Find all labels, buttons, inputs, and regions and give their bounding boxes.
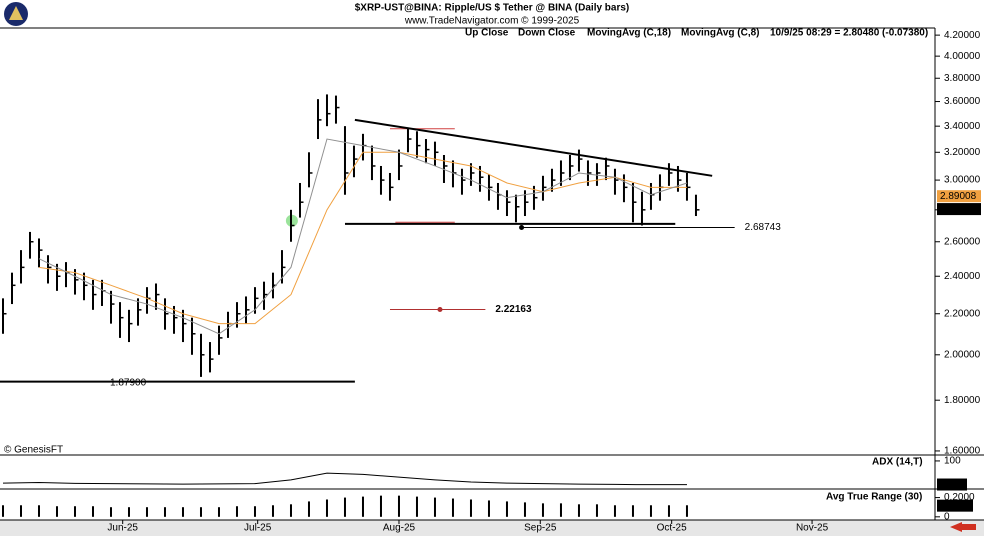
indicator-bar (253, 506, 256, 517)
scroll-arrow[interactable] (950, 522, 962, 532)
chart-title: $XRP-UST@BINA: Ripple/US $ Tether @ BINA… (355, 3, 630, 14)
price-tag-label: 2.80480 (940, 204, 977, 215)
indicator-bar (541, 503, 544, 517)
moving-average (38, 138, 688, 335)
value-tag-label: 12.61 (940, 479, 965, 490)
indicator-bar (19, 505, 22, 517)
indicator-bar (307, 501, 310, 517)
indicator-bar (361, 496, 364, 517)
status-readout: 10/9/25 08:29 = 2.80480 (-0.07380) (770, 28, 928, 39)
indicator-bar (469, 499, 472, 517)
level-label: 1.87900 (110, 377, 147, 388)
indicator-bar (685, 505, 688, 517)
indicator-bar (559, 503, 562, 517)
indicator-bar (595, 504, 598, 517)
indicator-bar (1, 505, 4, 517)
indicator-bar (325, 499, 328, 517)
y-tick-label: 2.40000 (944, 271, 981, 282)
x-tick-label: Sep-25 (524, 523, 557, 534)
price-tag (937, 203, 981, 216)
y-tick-label: 2.20000 (944, 308, 981, 319)
indicator-bar (235, 506, 238, 517)
y-tick-label: 1.60000 (944, 446, 981, 457)
value-tag (937, 478, 967, 491)
y-tick-label: 2.60000 (944, 236, 981, 247)
y-tick-label: 1.80000 (944, 395, 981, 406)
y-tick-label: 3.00000 (944, 175, 981, 186)
scroll-arrow[interactable] (962, 524, 976, 530)
indicator-bar (217, 507, 220, 517)
level-dot (437, 307, 443, 313)
indicator-bar (73, 506, 76, 517)
y-tick-label: 2.00000 (944, 349, 981, 360)
indicator-bar (289, 504, 292, 517)
legend-entry: Down Close (518, 28, 576, 39)
indicator-bar (55, 506, 58, 517)
level-label: 2.68743 (745, 222, 782, 233)
price-tag-label: 2.89008 (940, 191, 977, 202)
panel-title: Avg True Range (30) (826, 492, 922, 503)
x-tick-label: Jun-25 (107, 523, 138, 534)
indicator-bar (649, 505, 652, 517)
legend-entry: Up Close (465, 28, 509, 39)
indicator-bar (577, 504, 580, 517)
indicator-bar (451, 498, 454, 517)
y-tick-label: 3.80000 (944, 73, 981, 84)
x-tick-label: Nov-25 (796, 523, 829, 534)
indicator-line (2, 472, 687, 486)
y-tick-label: 0.2000 (944, 492, 975, 503)
y-tick-label: 3.40000 (944, 121, 981, 132)
indicator-bar (37, 505, 40, 517)
indicator-bar (343, 497, 346, 517)
value-tag-label: 0.1160 (940, 500, 970, 511)
logo-mark (9, 6, 23, 20)
y-tick-label: 3.60000 (944, 96, 981, 107)
y-tick-label: 3.20000 (944, 147, 981, 158)
indicator-bar (199, 507, 202, 517)
chart-subtitle: www.TradeNavigator.com © 1999-2025 (404, 16, 580, 27)
indicator-bar (181, 507, 184, 517)
y-tick-label: 0 (944, 511, 950, 522)
panel-title: ADX (14,T) (872, 457, 923, 468)
x-axis-strip (0, 520, 984, 536)
indicator-bar (91, 506, 94, 517)
indicator-bar (631, 505, 634, 517)
legend-entry: MovingAvg (C,8) (681, 28, 760, 39)
indicator-bar (379, 495, 382, 517)
indicator-bar (613, 505, 616, 517)
indicator-bar (433, 497, 436, 517)
indicator-bar (271, 505, 274, 517)
indicator-bar (667, 505, 670, 517)
value-tag (937, 499, 973, 512)
x-tick-label: Oct-25 (657, 523, 687, 534)
y-tick-label: 4.00000 (944, 51, 981, 62)
level-dot (519, 225, 525, 231)
indicator-bar (487, 500, 490, 517)
level-label: 2.22163 (495, 304, 532, 315)
y-tick-label: 100 (944, 456, 961, 467)
indicator-bar (397, 495, 400, 517)
indicator-bar (145, 507, 148, 517)
indicator-bar (505, 501, 508, 517)
legend-entry: MovingAvg (C,18) (587, 28, 671, 39)
trendline (354, 118, 713, 177)
indicator-bar (109, 507, 112, 517)
x-tick-label: Aug-25 (383, 523, 416, 534)
indicator-bar (523, 502, 526, 517)
indicator-bar (163, 507, 166, 517)
copyright-note: © GenesisFT (4, 445, 63, 456)
moving-average (38, 151, 687, 325)
y-tick-label: 4.20000 (944, 30, 981, 41)
price-tag (937, 190, 981, 203)
indicator-bar (415, 496, 418, 517)
indicator-bar (127, 507, 130, 517)
x-tick-label: Jul-25 (244, 523, 272, 534)
